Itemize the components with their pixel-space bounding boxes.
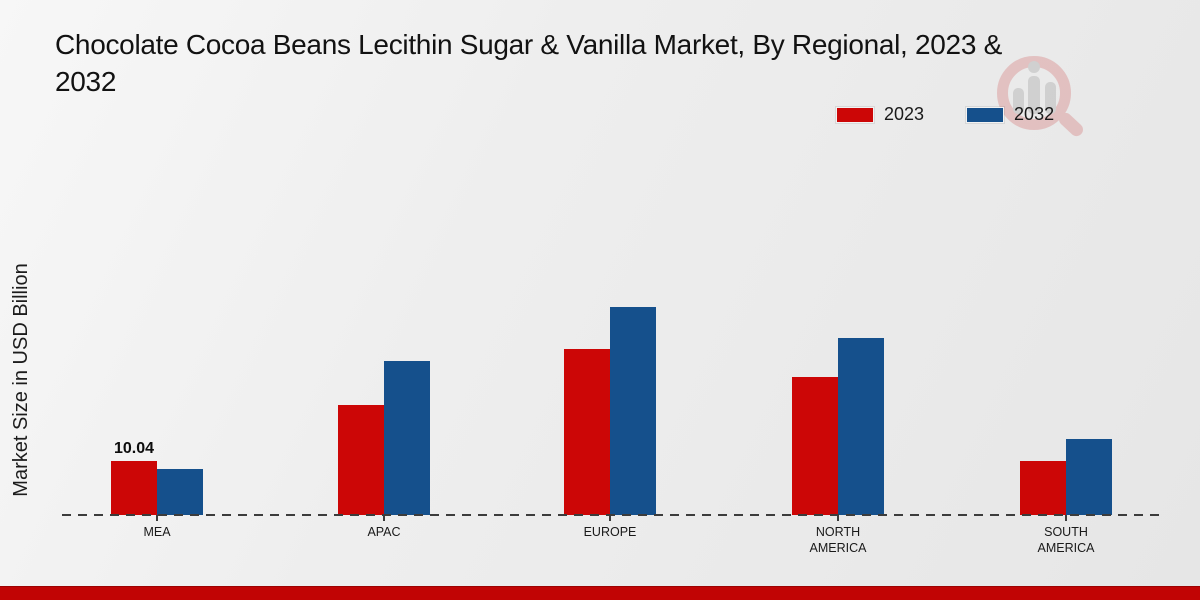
category-label: SOUTH AMERICA <box>1037 525 1095 555</box>
footer-accent-bar <box>0 586 1200 600</box>
bar-2023-mea <box>111 461 157 515</box>
x-axis-tick <box>156 515 158 521</box>
bar-2032-north-america <box>838 338 884 515</box>
x-axis-tick <box>837 515 839 521</box>
logo-dot-icon <box>1028 61 1040 73</box>
magnifier-icon <box>997 56 1071 130</box>
chart-title-line2: 2032 <box>55 66 117 97</box>
bar-2032-europe <box>610 307 656 515</box>
x-axis-baseline <box>62 514 1160 516</box>
x-axis-tick <box>609 515 611 521</box>
bar-2023-europe <box>564 349 610 515</box>
legend-label-2032: 2032 <box>1014 104 1055 124</box>
logo-bar-icon <box>1013 88 1024 114</box>
bar-2032-apac <box>384 361 430 515</box>
logo-bar-icon <box>1045 82 1056 114</box>
chart-title-line1: Chocolate Cocoa Beans Lecithin Sugar & V… <box>55 29 1002 60</box>
logo-bar-icon <box>1028 76 1040 114</box>
watermark-logo <box>995 52 1099 146</box>
data-label: 10.04 <box>113 440 155 457</box>
bar-2032-south-america <box>1066 439 1112 515</box>
x-axis-tick <box>1065 515 1067 521</box>
legend: 2023 2032 <box>836 104 1054 125</box>
bar-2032-mea <box>157 469 203 515</box>
bar-2023-north-america <box>792 377 838 515</box>
legend-swatch-2032 <box>966 106 1005 123</box>
bar-2023-south-america <box>1020 461 1066 515</box>
category-label: APAC <box>367 525 401 539</box>
legend-label-2023: 2023 <box>884 104 925 124</box>
category-label: EUROPE <box>583 525 637 539</box>
bar-2023-apac <box>338 405 384 515</box>
legend-swatch-2023 <box>836 106 874 123</box>
category-label: MEA <box>143 525 171 539</box>
category-label: NORTH AMERICA <box>809 525 867 555</box>
chart-title: Chocolate Cocoa Beans Lecithin Sugar & V… <box>55 26 1002 100</box>
x-axis-tick <box>383 515 385 521</box>
